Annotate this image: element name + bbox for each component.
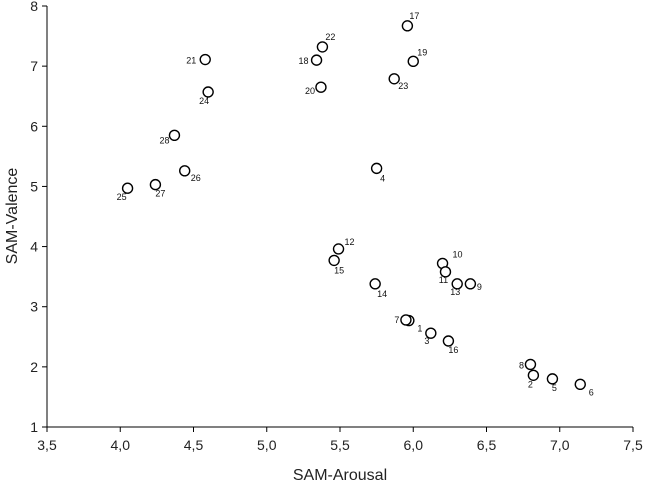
data-point xyxy=(524,358,537,371)
x-ticks: 3,5 4,0 4,5 5,0 5,5 6,0 6,5 7,0 7,5 xyxy=(37,427,643,453)
data-point xyxy=(527,369,540,381)
data-point-label: 26 xyxy=(191,173,201,183)
data-point-label: 8 xyxy=(519,360,524,370)
data-point xyxy=(332,243,345,255)
data-point-label: 28 xyxy=(159,135,169,145)
data-point xyxy=(328,254,340,267)
data-point-label: 15 xyxy=(334,265,344,275)
data-point xyxy=(400,314,412,326)
x-tick-label: 7,0 xyxy=(550,437,570,453)
y-tick-label: 6 xyxy=(30,118,38,134)
data-point xyxy=(369,278,381,290)
data-point-label: 3 xyxy=(424,336,429,346)
x-axis-title: SAM-Arousal xyxy=(293,467,387,484)
data-point xyxy=(388,73,400,85)
y-tick-label: 7 xyxy=(30,58,38,74)
data-point xyxy=(121,182,134,194)
data-point-label: 16 xyxy=(448,345,458,355)
data-point-label: 9 xyxy=(477,282,482,292)
data-point xyxy=(149,178,162,191)
data-point xyxy=(179,165,191,177)
data-point xyxy=(310,54,323,66)
y-tick-label: 3 xyxy=(30,299,38,315)
y-tick-label: 4 xyxy=(30,239,38,255)
data-point-label: 1 xyxy=(417,324,422,334)
data-point xyxy=(315,81,327,93)
data-point xyxy=(407,55,419,68)
data-point xyxy=(370,162,383,175)
data-point-label: 24 xyxy=(199,96,209,106)
data-point-label: 27 xyxy=(155,189,165,199)
data-point-label: 14 xyxy=(377,289,387,299)
data-point xyxy=(451,278,463,290)
data-point-label: 22 xyxy=(325,32,335,42)
x-tick-label: 4,0 xyxy=(111,437,131,453)
data-point-label: 18 xyxy=(299,56,309,66)
data-point xyxy=(199,53,211,66)
data-point-label: 20 xyxy=(305,86,315,96)
data-point-label: 17 xyxy=(409,11,419,21)
data-point xyxy=(401,20,414,32)
x-tick-label: 7,5 xyxy=(623,437,643,453)
data-point-label: 19 xyxy=(417,47,427,57)
data-point-label: 10 xyxy=(453,249,463,259)
data-point-label: 7 xyxy=(394,315,399,325)
x-tick-label: 4,5 xyxy=(184,437,204,453)
data-point xyxy=(546,373,559,385)
y-ticks: 1 2 3 4 5 6 7 8 xyxy=(30,0,47,435)
axes xyxy=(46,6,633,428)
x-tick-label: 5,0 xyxy=(257,437,277,453)
data-point-label: 6 xyxy=(589,387,594,397)
x-tick-label: 3,5 xyxy=(37,437,57,453)
data-point xyxy=(202,86,214,98)
y-tick-label: 5 xyxy=(30,178,38,194)
data-point xyxy=(316,41,329,53)
y-tick-label: 1 xyxy=(30,419,38,435)
y-tick-label: 8 xyxy=(30,0,38,14)
data-point xyxy=(439,266,452,278)
data-point-label: 21 xyxy=(186,56,196,66)
data-point-label: 23 xyxy=(398,81,408,91)
data-point xyxy=(464,278,477,290)
data-point xyxy=(425,327,437,339)
x-tick-label: 6,0 xyxy=(404,437,424,453)
data-point-label: 11 xyxy=(439,275,448,285)
data-point xyxy=(574,378,586,390)
y-tick-label: 2 xyxy=(30,359,38,375)
data-point-label: 4 xyxy=(380,173,385,183)
x-tick-label: 6,5 xyxy=(477,437,497,453)
data-point-label: 13 xyxy=(450,287,460,297)
data-point-label: 12 xyxy=(345,237,355,247)
data-point xyxy=(442,335,455,347)
data-point-label: 25 xyxy=(117,192,127,202)
x-tick-label: 5,5 xyxy=(330,437,350,453)
data-point-label: 5 xyxy=(552,383,557,393)
data-point xyxy=(168,129,181,142)
y-axis-title: SAM-Valence xyxy=(4,168,21,265)
data-point-label: 2 xyxy=(528,379,533,389)
